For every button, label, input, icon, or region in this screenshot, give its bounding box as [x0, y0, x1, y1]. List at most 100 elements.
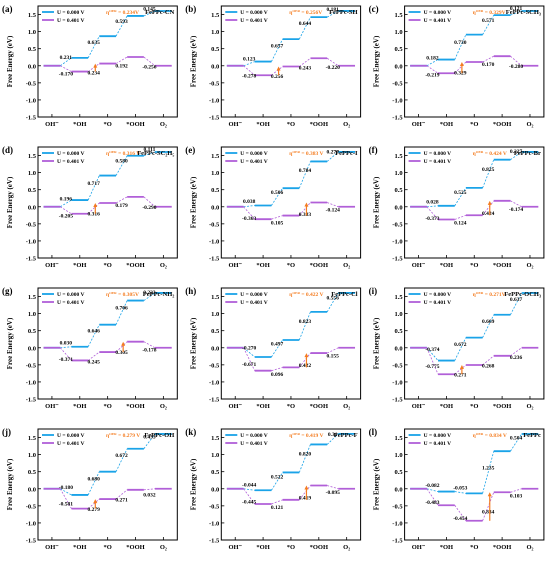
u0-step-label: -0.270	[242, 345, 256, 351]
legend-u0-label: U = 0.000 V	[240, 292, 268, 298]
u0-series-connector	[454, 187, 467, 207]
u0-step-label: 0.028	[426, 199, 439, 205]
x-tick-label: *OOH	[310, 121, 328, 128]
u1-series-connector	[299, 202, 311, 216]
u1-step-label: 0.192	[115, 63, 128, 69]
u0-step-label: 0.672	[454, 342, 467, 348]
u1-series-connector	[299, 57, 311, 67]
overpotential-label: ηOER = 0.329V	[473, 9, 506, 16]
u1-series-connector	[143, 196, 156, 208]
panel-title: FePPc-OCH₃	[504, 291, 541, 298]
u1-series-connector	[510, 55, 522, 67]
legend-u1-label: U = 0.401 V	[240, 159, 268, 165]
u1-series-connector	[426, 347, 439, 375]
y-tick-label: 0.5	[211, 187, 220, 194]
x-tick-label: O₂	[160, 544, 167, 551]
legend-u1-label: U = 0.401 V	[424, 300, 452, 306]
x-tick-label: *O	[103, 262, 111, 269]
eta-symbol: η	[106, 433, 109, 439]
u0-step-label: 0.730	[454, 40, 467, 46]
y-tick-label: -1.0	[392, 520, 402, 527]
u0-step-label: 0.784	[299, 168, 312, 174]
x-tick-label: *O	[470, 121, 478, 128]
panel-l: 1.5 1.0 0.5 0.0 -0.5 -1.0 -1.5 Free Energy (eV)…	[369, 427, 545, 551]
u0-series-connector	[87, 175, 100, 201]
u1-step-label: -0.280	[509, 64, 523, 70]
y-tick-label: -1.5	[26, 397, 37, 404]
u0-series-connector	[426, 347, 439, 361]
y-tick-label: 0.5	[28, 328, 37, 335]
u0-step-label: 0.672	[115, 453, 128, 459]
u1-step-label: 0.271	[115, 497, 128, 503]
u1-step-label: 0.268	[482, 363, 495, 369]
x-tick-label: *O	[287, 544, 295, 551]
u1-step-label: 0.419	[299, 496, 312, 502]
y-tick-label: 1.5	[28, 435, 37, 442]
y-axis-label: Free Energy (eV)	[189, 35, 197, 87]
u1-step-label: 0.032	[143, 492, 156, 498]
u0-step-label: 0.111	[144, 147, 156, 153]
u1-series-connector	[454, 505, 467, 522]
panel-letter: (e)	[185, 145, 195, 155]
u0-series-connector	[243, 205, 255, 208]
panel-title: FePPc-NH₂	[143, 291, 175, 298]
u1-series-connector	[510, 200, 522, 208]
y-tick-label: -1.0	[209, 238, 219, 245]
u1-series-connector	[87, 202, 100, 215]
eta-superscript: OER	[476, 432, 484, 436]
u0-step-label: 0.669	[482, 319, 495, 325]
x-tick-label: *O	[287, 121, 295, 128]
y-tick-label: -1.0	[26, 520, 36, 527]
panel-title: FePPc-SH	[329, 9, 358, 16]
panel-letter: (k)	[185, 427, 196, 437]
x-tick-label: OH⁻	[228, 403, 242, 410]
eta-superscript: OER	[292, 150, 300, 154]
u0-series-connector	[426, 205, 439, 208]
pds-arrow-head	[487, 200, 492, 205]
legend-u1-label: U = 0.401 V	[240, 18, 268, 24]
eta-superscript: OER	[476, 291, 484, 295]
y-tick-label: -1.0	[392, 238, 402, 245]
eta-value: = 0.316 V	[117, 151, 141, 157]
x-tick-label: *OH	[256, 262, 269, 269]
u1-step-label: -0.671	[242, 362, 256, 368]
u0-step-label: 0.277	[327, 150, 340, 156]
legend-u1-label: U = 0.401 V	[240, 300, 268, 306]
y-tick-label: -0.5	[392, 80, 403, 87]
panel-title: FePPc-F	[334, 432, 358, 439]
u0-step-label: 0.231	[60, 55, 73, 61]
y-tick-label: -0.5	[392, 221, 403, 228]
x-tick-label: OH⁻	[45, 544, 59, 551]
u1-step-label: 0.155	[327, 353, 340, 359]
u1-step-label: -0.775	[425, 364, 439, 370]
legend-u0-label: U = 0.000 V	[57, 433, 85, 439]
x-tick-label: OH⁻	[45, 403, 59, 410]
u0-step-label: 0.145	[143, 6, 156, 12]
y-axis-label: Free Energy (eV)	[6, 317, 14, 369]
u1-series-connector	[143, 56, 156, 67]
x-tick-label: *O	[287, 262, 295, 269]
panel-title: FePPc-Cl	[331, 291, 358, 298]
eta-symbol: η	[106, 292, 109, 298]
y-tick-label: 0.5	[211, 46, 220, 53]
eta-symbol: η	[106, 151, 109, 157]
x-tick-label: *OOH	[493, 403, 511, 410]
y-axis-label: Free Energy (eV)	[373, 176, 381, 228]
u0-step-label: 0.038	[243, 199, 256, 205]
pds-arrow-head	[304, 202, 309, 207]
u1-step-label: 0.096	[271, 372, 284, 378]
x-tick-label: O₂	[343, 262, 350, 269]
y-axis-label: Free Energy (eV)	[373, 35, 381, 87]
u1-step-label: -0.581	[59, 502, 73, 508]
u0-step-label: 0.644	[299, 21, 312, 27]
u0-step-label: 0.580	[115, 159, 128, 165]
x-tick-label: O₂	[526, 121, 533, 128]
u0-series-connector	[115, 155, 128, 176]
panel-g: 1.5 1.0 0.5 0.0 -0.5 -1.0 -1.5 Free Energy (eV)…	[2, 286, 178, 410]
u1-series-connector	[482, 200, 495, 216]
x-tick-label: O₂	[160, 121, 167, 128]
y-tick-label: 0.0	[394, 63, 402, 70]
y-tick-label: 0.0	[28, 63, 36, 70]
y-tick-label: 1.0	[394, 452, 402, 459]
